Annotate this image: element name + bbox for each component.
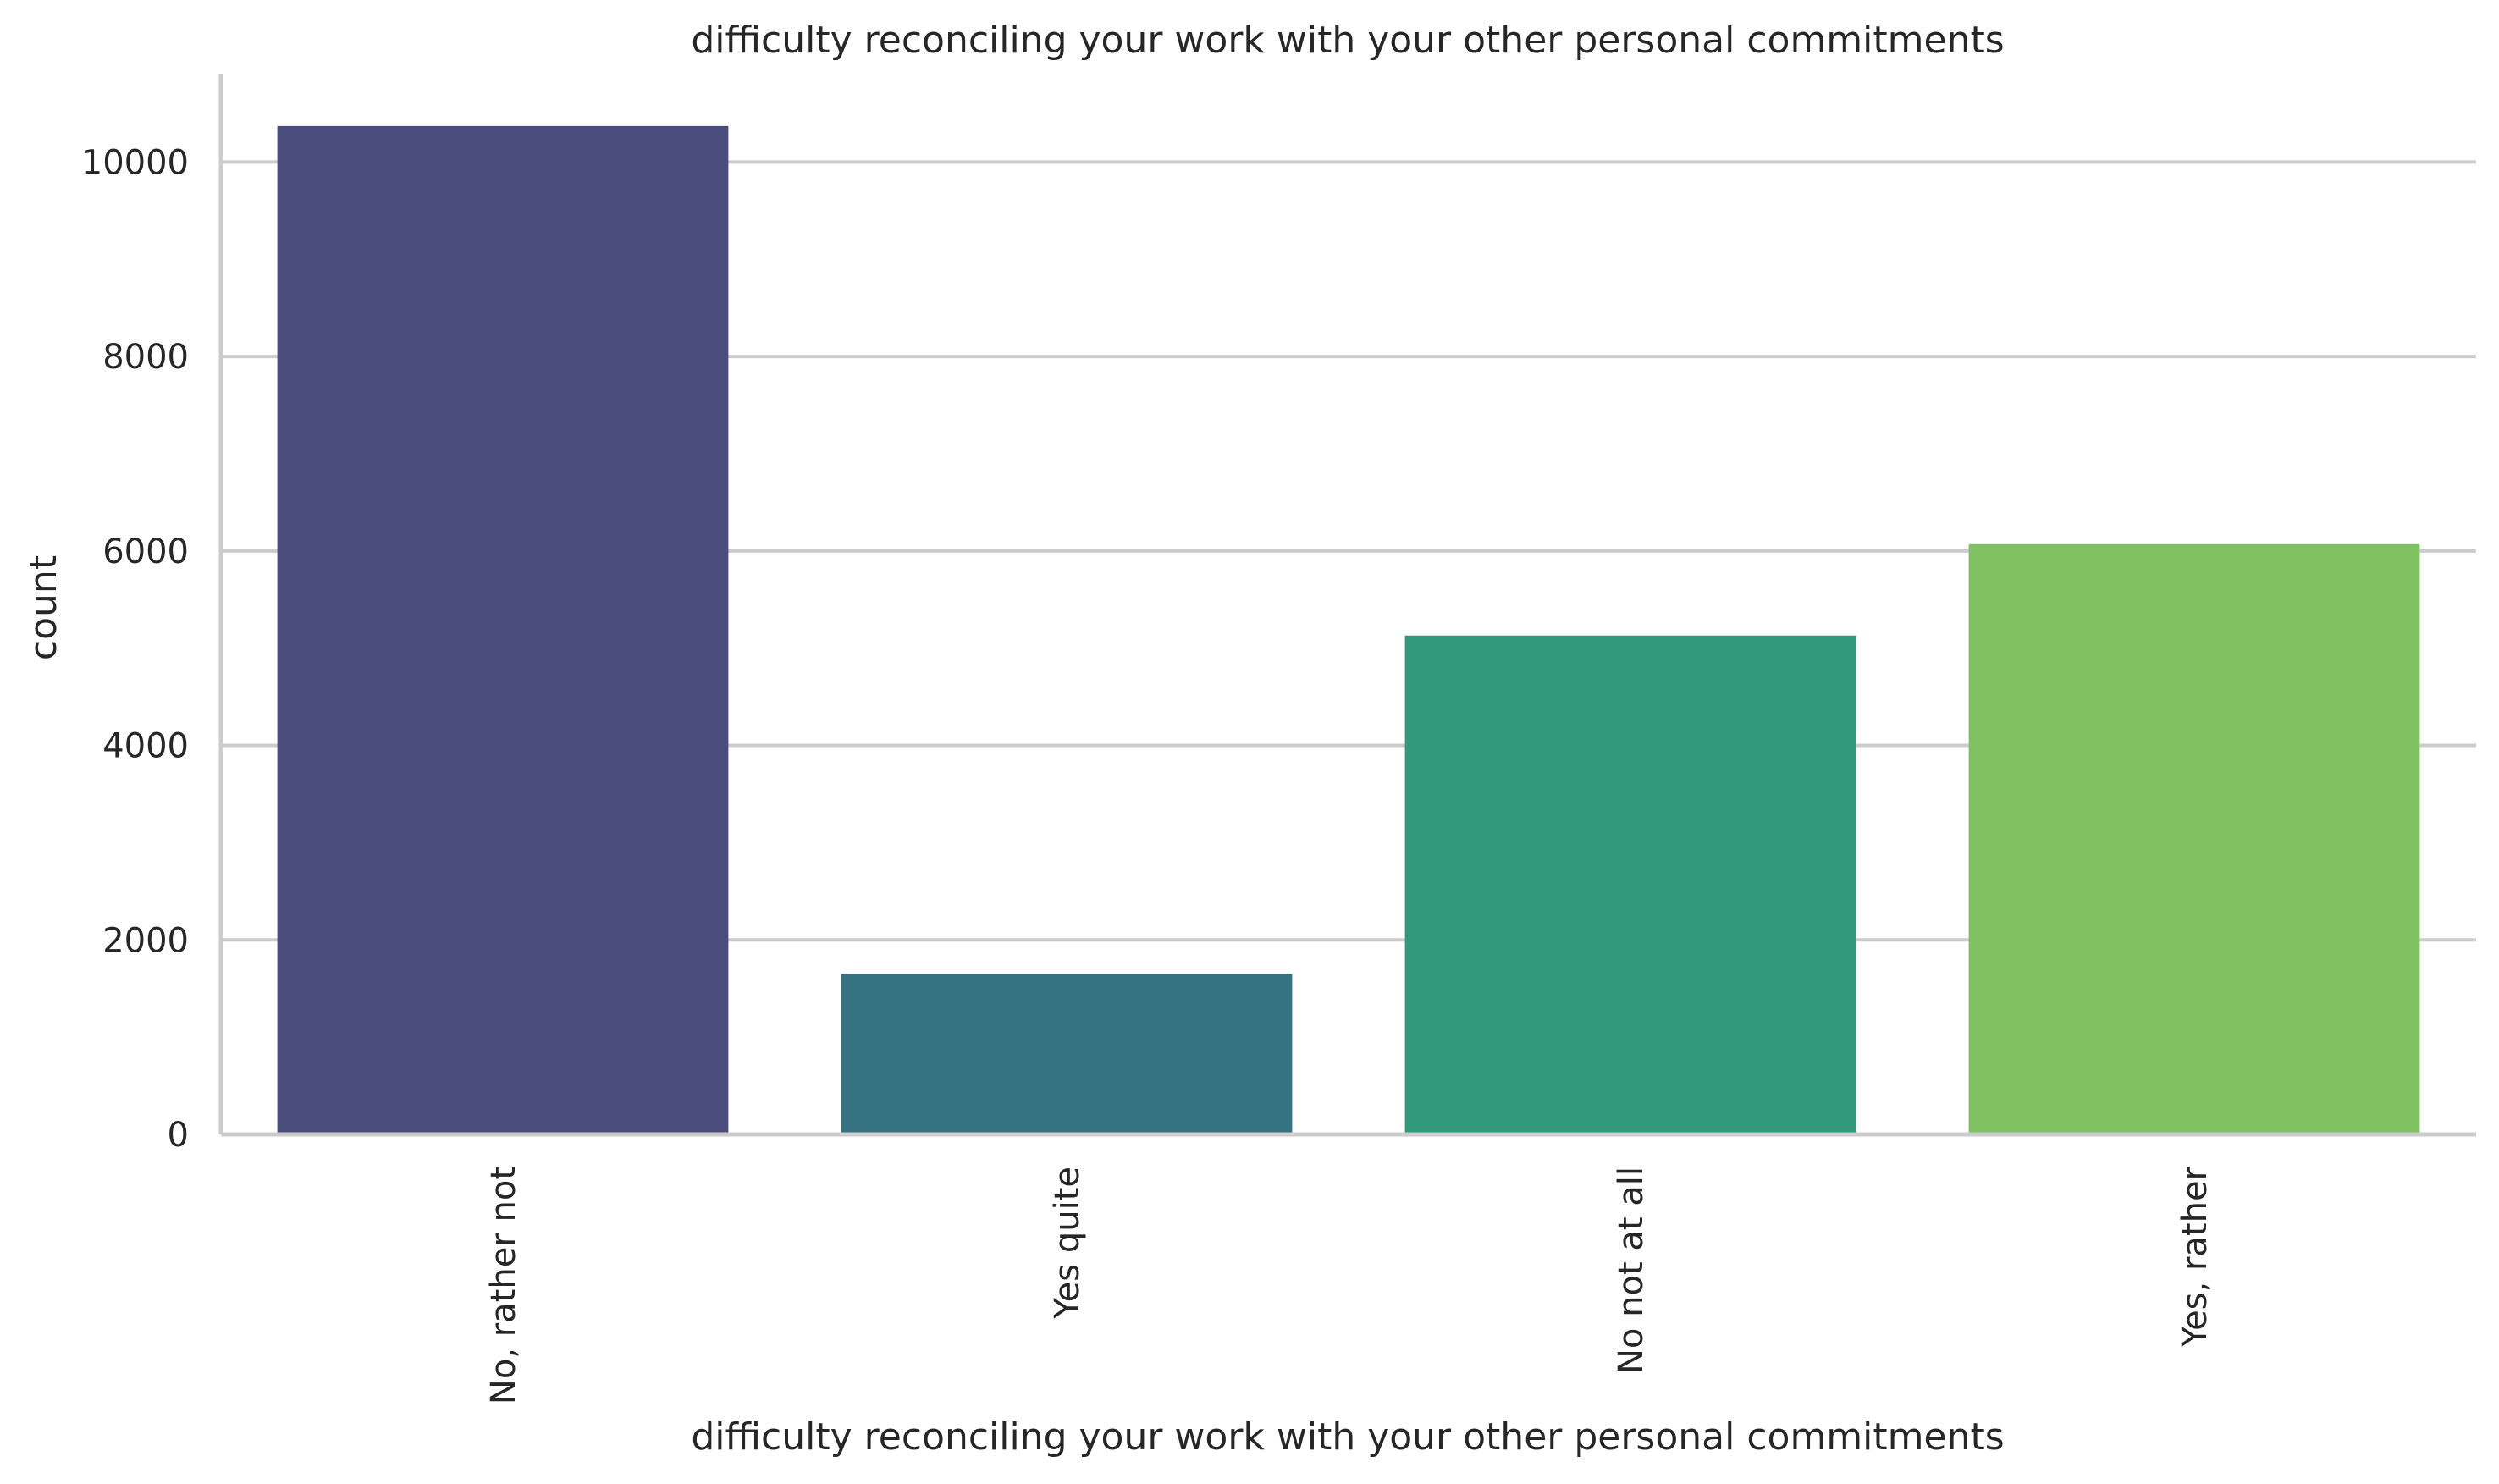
bar-no-rather-not — [277, 125, 729, 1134]
y-tick-label-0: 0 — [168, 1116, 189, 1155]
axes-spines — [218, 74, 2476, 1137]
y-tick-label-8000: 8000 — [102, 338, 189, 377]
bar-no-not-at-all — [1404, 635, 1856, 1134]
x-tick-label-yes-rather: Yes, rather — [2176, 1166, 2215, 1348]
x-axis-label: difficulty reconciling your work with yo… — [691, 1415, 2004, 1459]
y-axis-label: count — [22, 555, 65, 660]
x-tick-label-yes-quite: Yes quite — [1048, 1167, 1087, 1319]
x-tick-label-no-not-at-all: No not at all — [1612, 1167, 1651, 1374]
x-tick-label-no-rather-not: No, rather not — [484, 1167, 523, 1404]
y-tick-label-2000: 2000 — [102, 921, 189, 960]
bars — [277, 125, 2420, 1134]
x-tick-labels: No, rather not Yes quite No not at all Yes,… — [484, 1166, 2215, 1404]
bar-yes-quite — [841, 974, 1293, 1134]
y-tick-label-6000: 6000 — [102, 532, 189, 571]
bar-yes-rather — [1968, 543, 2420, 1134]
chart-title: difficulty reconciling your work with yo… — [691, 19, 2004, 62]
y-tick-label-10000: 10000 — [81, 143, 189, 182]
y-tick-labels: 0 2000 4000 6000 8000 10000 — [81, 143, 189, 1155]
y-tick-label-4000: 4000 — [102, 727, 189, 766]
